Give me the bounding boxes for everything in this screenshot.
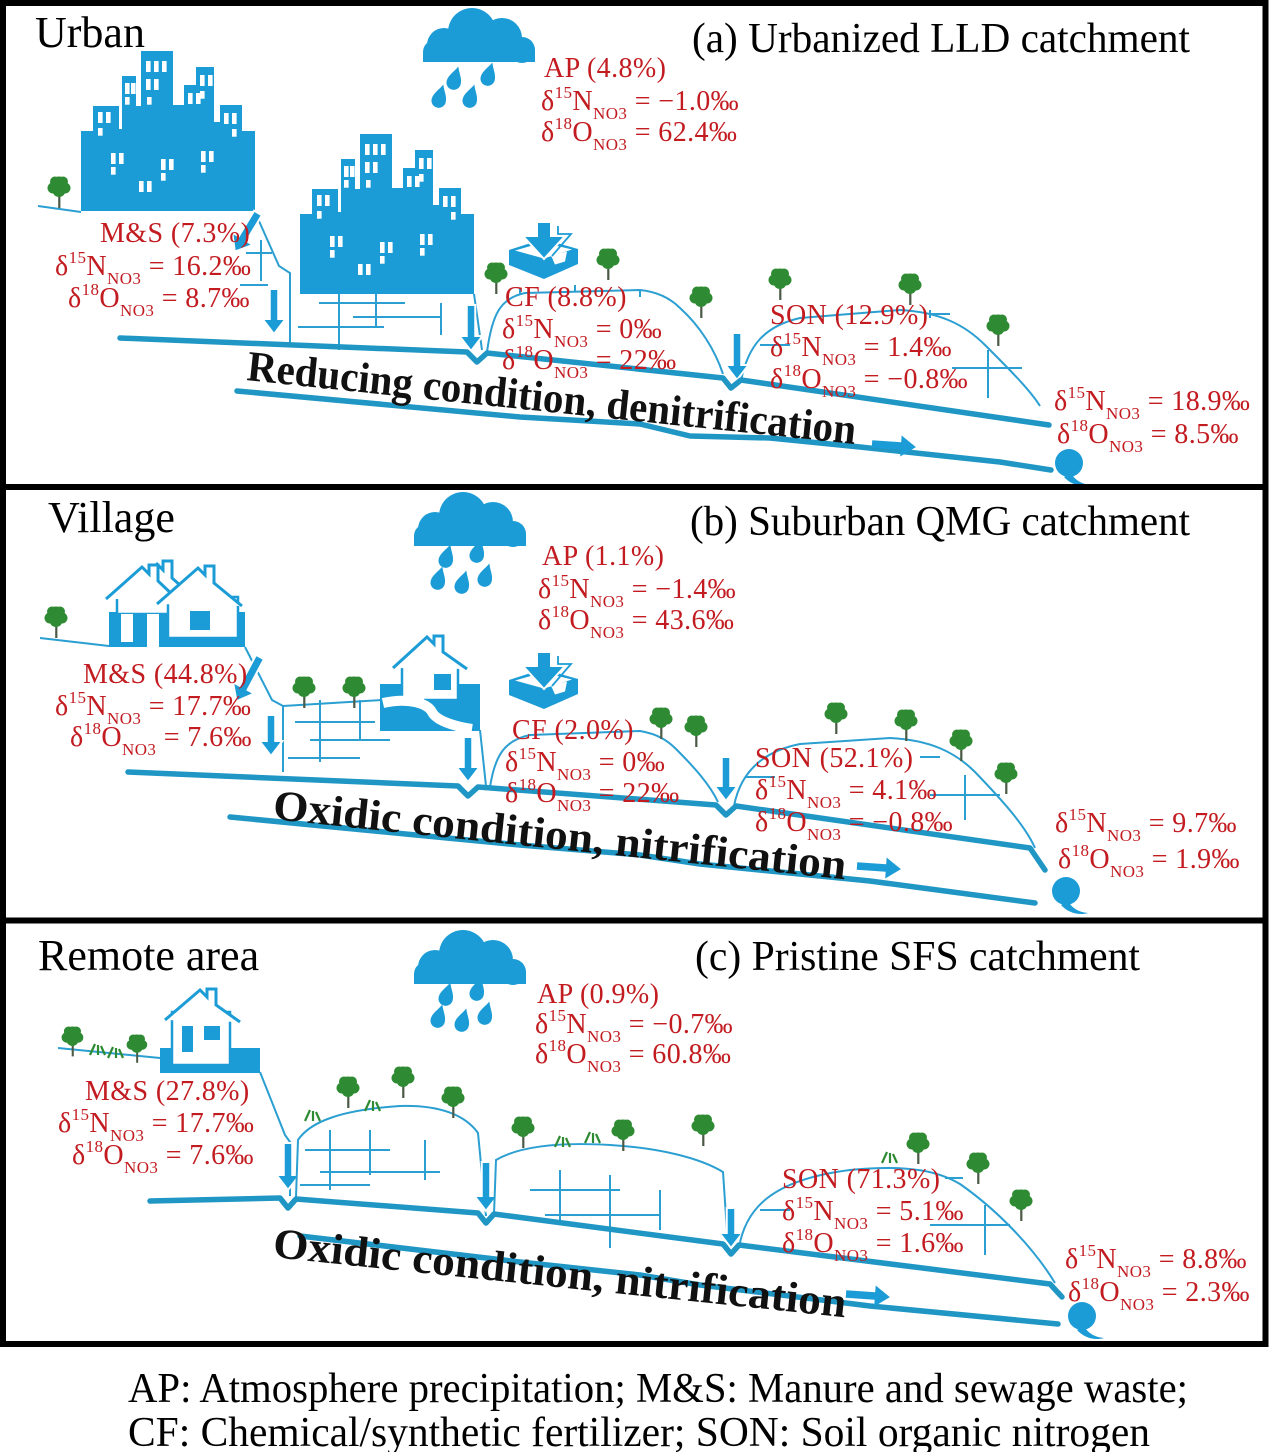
svg-text:δ18ONO3 = 60.8‰: δ18ONO3 = 60.8‰ — [535, 1036, 731, 1076]
svg-text:(a) Urbanized LLD catchment: (a) Urbanized LLD catchment — [692, 16, 1190, 62]
svg-text:AP (0.9%): AP (0.9%) — [537, 979, 659, 1010]
svg-text:(b) Suburban QMG catchment: (b) Suburban QMG catchment — [690, 499, 1190, 545]
svg-text:CF (2.0%): CF (2.0%) — [512, 715, 634, 746]
svg-text:δ18ONO3 = 62.4‰: δ18ONO3 = 62.4‰ — [541, 114, 737, 154]
svg-text:(c) Pristine SFS catchment: (c) Pristine SFS catchment — [695, 934, 1140, 980]
svg-text:SON (52.1%): SON (52.1%) — [755, 743, 913, 774]
svg-text:M&S (27.8%): M&S (27.8%) — [85, 1076, 250, 1107]
svg-text:δ18ONO3 = 7.6‰: δ18ONO3 = 7.6‰ — [70, 719, 252, 759]
svg-text:M&S (7.3%): M&S (7.3%) — [100, 218, 250, 249]
svg-text:δ15NNO3 = 18.9‰: δ15NNO3 = 18.9‰ — [1054, 383, 1250, 423]
svg-text:CF (8.8%): CF (8.8%) — [505, 282, 627, 313]
svg-text:δ15NNO3 = −1.4‰: δ15NNO3 = −1.4‰ — [538, 571, 736, 611]
svg-text:M&S (44.8%): M&S (44.8%) — [83, 659, 248, 690]
svg-text:AP (1.1%): AP (1.1%) — [542, 541, 664, 572]
svg-text:δ15NNO3 = 17.7‰: δ15NNO3 = 17.7‰ — [58, 1105, 254, 1145]
svg-text:δ15NNO3 = −1.0‰: δ15NNO3 = −1.0‰ — [541, 83, 739, 123]
svg-text:δ15NNO3 = 1.4‰: δ15NNO3 = 1.4‰ — [770, 329, 952, 369]
svg-text:Village: Village — [48, 493, 175, 542]
svg-text:δ18ONO3 = −0.8‰: δ18ONO3 = −0.8‰ — [755, 804, 953, 844]
svg-text:SON (12.9%): SON (12.9%) — [770, 300, 928, 331]
svg-text:CF: Chemical/synthetic fertili: CF: Chemical/synthetic fertilizer; SON: … — [128, 1410, 1150, 1452]
svg-text:δ15NNO3 = 16.2‰: δ15NNO3 = 16.2‰ — [55, 248, 251, 288]
svg-text:δ15NNO3 = 17.7‰: δ15NNO3 = 17.7‰ — [55, 688, 251, 728]
svg-text:AP (4.8%): AP (4.8%) — [544, 53, 666, 84]
svg-text:AP: Atmosphere precipitation;: AP: Atmosphere precipitation; M&S: Manur… — [128, 1366, 1188, 1412]
svg-text:SON (71.3%): SON (71.3%) — [782, 1164, 940, 1195]
svg-text:δ18ONO3 = 43.6‰: δ18ONO3 = 43.6‰ — [538, 602, 734, 642]
svg-text:Urban: Urban — [35, 8, 145, 57]
svg-text:Remote area: Remote area — [38, 931, 259, 980]
svg-text:δ15NNO3 = −0.7‰: δ15NNO3 = −0.7‰ — [535, 1006, 733, 1046]
svg-text:δ18ONO3 = 2.3‰: δ18ONO3 = 2.3‰ — [1068, 1274, 1250, 1314]
svg-text:δ18ONO3 = −0.8‰: δ18ONO3 = −0.8‰ — [770, 361, 968, 401]
